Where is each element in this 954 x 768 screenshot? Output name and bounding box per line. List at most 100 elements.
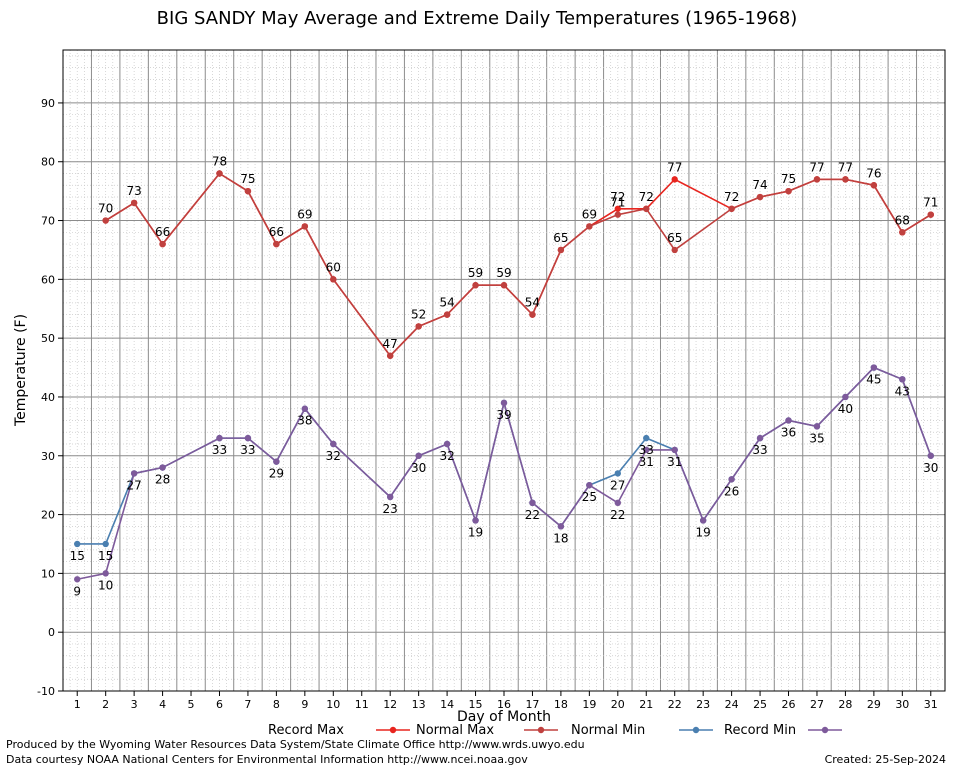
label-normal-min: 15 xyxy=(98,549,113,563)
label-record-min: 10 xyxy=(98,578,113,592)
label-normal-min: 35 xyxy=(809,431,824,445)
legend-swatch-marker xyxy=(692,726,700,734)
label-normal-min: 33 xyxy=(639,443,654,457)
data-point-1 xyxy=(785,187,792,195)
data-point-1 xyxy=(756,193,764,201)
x-tick-label: 25 xyxy=(753,698,767,711)
data-point-2 xyxy=(74,540,81,548)
label-normal-min: 31 xyxy=(667,455,682,469)
data-point-3 xyxy=(699,517,707,524)
x-tick-label: 26 xyxy=(782,698,796,711)
label-normal-min: 33 xyxy=(752,443,767,457)
label-normal-min: 19 xyxy=(696,525,711,539)
label-normal-min: 33 xyxy=(240,443,255,457)
data-point-1 xyxy=(842,176,849,183)
x-tick-label: 14 xyxy=(440,698,454,711)
x-tick-label: 31 xyxy=(924,698,938,711)
label-record-max: 66 xyxy=(269,225,284,239)
data-point-3 xyxy=(671,446,678,454)
label-record-max: 68 xyxy=(895,213,910,227)
label-normal-min: 25 xyxy=(582,490,597,504)
x-tick-label: 20 xyxy=(611,698,625,711)
label-record-max: 65 xyxy=(553,231,568,245)
label-normal-min: 33 xyxy=(212,443,227,457)
x-tick-label: 18 xyxy=(554,698,568,711)
label-record-max: 72 xyxy=(639,190,654,204)
label-record-min: 31 xyxy=(639,455,654,469)
data-point-1 xyxy=(244,187,252,195)
label-normal-min: 43 xyxy=(895,384,910,398)
data-point-1 xyxy=(899,229,906,236)
data-point-3 xyxy=(643,446,650,454)
footer-created: Created: 25-Sep-2024 xyxy=(824,753,946,766)
data-point-1 xyxy=(529,311,536,318)
label-record-max: 69 xyxy=(582,207,597,221)
label-record-max: 78 xyxy=(212,154,227,168)
data-point-3 xyxy=(500,399,508,407)
data-point-3 xyxy=(330,440,337,448)
data-point-3 xyxy=(244,434,252,442)
label-normal-min: 19 xyxy=(468,525,483,539)
x-tick-label: 15 xyxy=(469,698,483,711)
data-point-1 xyxy=(472,282,479,289)
data-point-3 xyxy=(785,417,792,424)
label-normal-min: 30 xyxy=(411,461,426,475)
label-record-max: 54 xyxy=(439,296,454,310)
x-tick-label: 23 xyxy=(696,698,710,711)
label-record-max: 59 xyxy=(468,266,483,280)
y-tick-label: 30 xyxy=(41,450,55,463)
label-record-max: 66 xyxy=(155,225,170,239)
x-tick-label: 8 xyxy=(273,698,280,711)
data-point-1 xyxy=(273,240,280,248)
label-normal-min: 38 xyxy=(297,414,312,428)
data-point-3 xyxy=(216,434,223,442)
x-tick-label: 17 xyxy=(525,698,539,711)
data-point-1 xyxy=(216,170,223,177)
data-point-3 xyxy=(74,576,81,583)
data-point-1 xyxy=(870,182,878,189)
y-tick-label: 50 xyxy=(41,332,55,345)
chart-title: BIG SANDY May Average and Extreme Daily … xyxy=(156,8,798,29)
x-tick-label: 21 xyxy=(639,698,653,711)
data-point-3 xyxy=(927,452,934,459)
label-normal-min: 18 xyxy=(553,531,568,545)
label-normal-min: 27 xyxy=(126,478,141,492)
data-point-1 xyxy=(557,246,565,254)
data-point-3 xyxy=(443,440,451,448)
y-tick-label: -10 xyxy=(37,685,55,698)
label-record-max: 54 xyxy=(525,296,540,310)
x-tick-label: 28 xyxy=(838,698,852,711)
label-normal-min: 36 xyxy=(781,425,796,439)
label-normal-min: 27 xyxy=(610,478,625,492)
data-labels: 15 9 70 15 10 73 27 66 28 78 33 75 33 66 29 69 38 60 32 47 2… xyxy=(70,154,939,598)
label-normal-min: 28 xyxy=(155,473,170,487)
label-normal-min: 29 xyxy=(269,467,284,481)
label-record-max: 60 xyxy=(326,260,341,274)
x-tick-label: 10 xyxy=(326,698,340,711)
x-tick-label: 12 xyxy=(383,698,397,711)
footer-produced: Produced by the Wyoming Water Resources … xyxy=(6,738,585,751)
label-normal-min: 30 xyxy=(923,461,938,475)
label-normal-min: 23 xyxy=(383,502,398,516)
label-record-min: 9 xyxy=(73,584,81,598)
x-tick-label: 9 xyxy=(301,698,308,711)
data-point-3 xyxy=(273,458,280,465)
label-normal-min: 45 xyxy=(866,373,881,387)
data-point-2 xyxy=(102,540,109,548)
data-point-1 xyxy=(643,205,650,212)
x-tick-label: 13 xyxy=(412,698,426,711)
data-point-1 xyxy=(500,282,508,289)
x-tick-label: 22 xyxy=(668,698,682,711)
data-point-3 xyxy=(415,452,422,459)
data-point-3 xyxy=(130,470,138,477)
data-point-3 xyxy=(301,405,309,412)
label-record-max: 73 xyxy=(126,184,141,198)
label-normal-min: 40 xyxy=(838,402,853,416)
y-tick-label: 20 xyxy=(41,509,55,522)
y-tick-label: 60 xyxy=(41,273,55,286)
legend-label: Record Max xyxy=(268,723,344,738)
x-tick-label: 1 xyxy=(74,698,81,711)
x-tick-label: 2 xyxy=(102,698,109,711)
data-point-0 xyxy=(671,176,678,183)
legend-label: Record Min xyxy=(724,723,796,738)
